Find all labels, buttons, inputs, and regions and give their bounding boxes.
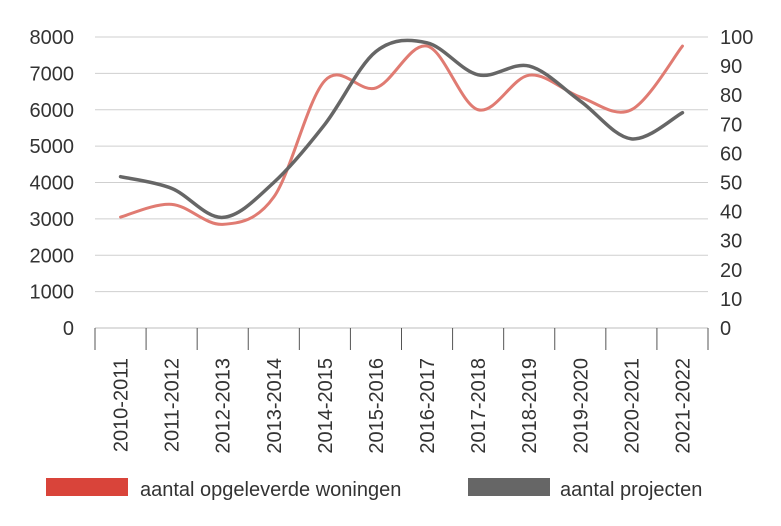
legend-swatch-projecten: [468, 478, 550, 496]
right-tick-label: 30: [720, 231, 742, 253]
x-tick-label: 2010-2011: [111, 358, 133, 452]
left-tick-label: 0: [63, 318, 74, 340]
left-tick-label: 1000: [30, 282, 75, 304]
left-tick-label: 4000: [30, 173, 75, 195]
left-tick-label: 5000: [30, 136, 75, 158]
x-tick-label: 2014-2015: [315, 358, 337, 454]
left-tick-label: 8000: [30, 27, 75, 49]
right-tick-label: 80: [720, 85, 742, 107]
x-tick-label: 2012-2013: [213, 358, 235, 454]
left-tick-label: 3000: [30, 209, 75, 231]
legend-label-projecten: aantal projecten: [560, 479, 702, 501]
x-axis: 2010-2011 2011-2012 2012-2013 2013-2014 2014…: [94, 328, 709, 454]
gridlines: [95, 36, 708, 329]
left-tick-label: 6000: [30, 100, 75, 122]
legend: aantal opgeleverde woningen aantal proje…: [46, 478, 702, 501]
right-tick-label: 60: [720, 143, 742, 165]
left-tick-label: 7000: [30, 63, 75, 85]
right-tick-label: 0: [720, 318, 731, 340]
right-axis-tick-labels: 0 10 20 30 40 50 60 70 80 90 100: [720, 27, 753, 340]
legend-label-woningen: aantal opgeleverde woningen: [140, 479, 401, 501]
x-tick-label: 2019-2020: [570, 358, 592, 454]
series-line-woningen: [119, 44, 684, 226]
left-tick-label: 2000: [30, 245, 75, 267]
right-tick-label: 90: [720, 56, 742, 78]
series-line-projecten: [118, 38, 685, 220]
x-tick-label: 2017-2018: [468, 358, 490, 454]
right-tick-label: 70: [720, 114, 742, 136]
right-tick-label: 100: [720, 27, 753, 49]
x-tick-label: 2020-2021: [621, 358, 643, 454]
x-tick-label: 2021-2022: [672, 358, 694, 454]
legend-swatch-woningen: [46, 478, 128, 496]
left-axis-tick-labels: 0 1000 2000 3000 4000 5000 6000 7000 8000: [30, 27, 75, 340]
right-tick-label: 40: [720, 202, 742, 224]
x-tick-label: 2016-2017: [417, 358, 439, 454]
x-tick-label: 2018-2019: [519, 358, 541, 454]
x-tick-label: 2013-2014: [264, 358, 286, 454]
x-tick-label: 2015-2016: [366, 358, 388, 454]
right-tick-label: 20: [720, 260, 742, 282]
series-lines: [118, 38, 685, 226]
x-tick-label: 2011-2012: [162, 358, 184, 452]
right-tick-label: 50: [720, 173, 742, 195]
right-tick-label: 10: [720, 289, 742, 311]
